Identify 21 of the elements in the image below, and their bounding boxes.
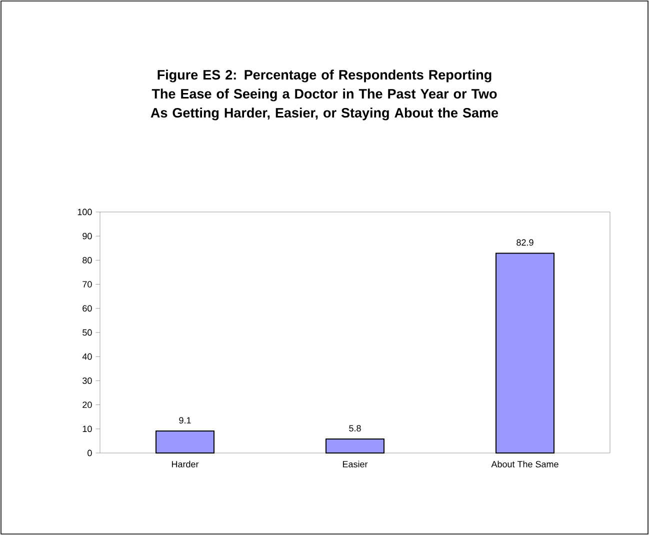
- y-tick-label: 50: [82, 329, 92, 336]
- x-tick-label: Harder: [172, 460, 199, 468]
- y-tick-label: 70: [82, 281, 92, 288]
- y-tick-label: 10: [82, 426, 92, 432]
- y-tick-label: 20: [82, 402, 92, 408]
- y-tick-label: 40: [82, 353, 92, 360]
- y-tick-label: 90: [82, 232, 92, 240]
- y-tick-label: 60: [82, 305, 92, 312]
- bar: [156, 430, 215, 454]
- y-tick-label: 0: [88, 450, 92, 456]
- y-tick-label: 80: [82, 257, 92, 264]
- x-tick-label: About The Same: [491, 460, 558, 468]
- y-tick-label: 30: [82, 377, 92, 384]
- bar: [496, 252, 554, 454]
- x-tick-label: Easier: [342, 460, 368, 468]
- y-tick-label: 100: [78, 208, 92, 216]
- chart-title: Figure ES 2: Percentage of Respondents Reporting The Ease of Seeing a Doctor in The Past Year or Two As Getting Harder, Easier, or Staying About the Same: [150, 70, 498, 120]
- bar: [326, 438, 384, 454]
- data-label: 82.9: [516, 239, 534, 246]
- data-label: 9.1: [179, 417, 191, 424]
- data-label: 5.8: [349, 425, 361, 432]
